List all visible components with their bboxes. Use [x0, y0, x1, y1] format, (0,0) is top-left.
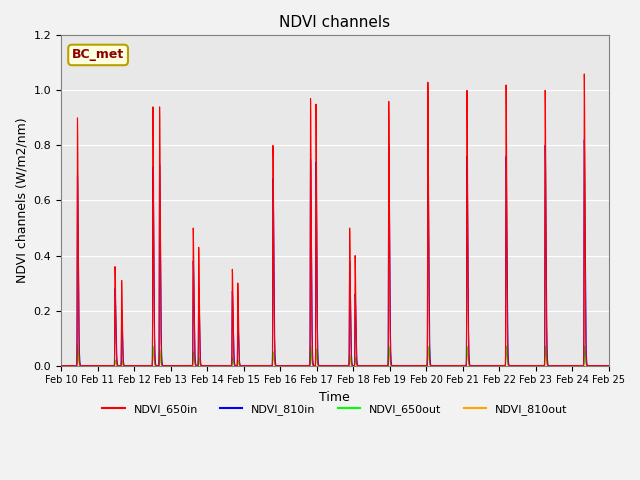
NDVI_650out [194, 363, 202, 369]
NDVI_650in [57, 363, 65, 369]
NDVI_650out [569, 363, 577, 369]
X-axis label: Time: Time [319, 391, 350, 404]
Y-axis label: NDVI channels (W/m2/nm): NDVI channels (W/m2/nm) [15, 118, 28, 283]
NDVI_810out [409, 363, 417, 369]
NDVI_810in [569, 363, 577, 369]
NDVI_810in [408, 363, 416, 369]
Line: NDVI_810in: NDVI_810in [61, 140, 609, 366]
NDVI_810in [580, 137, 588, 143]
Line: NDVI_650in: NDVI_650in [61, 74, 609, 366]
Title: NDVI channels: NDVI channels [279, 15, 390, 30]
NDVI_810out [57, 363, 65, 369]
NDVI_650in [408, 363, 416, 369]
NDVI_810in [605, 363, 612, 369]
NDVI_650out [409, 363, 417, 369]
NDVI_810in [388, 363, 396, 369]
NDVI_650in [449, 363, 457, 369]
NDVI_650out [57, 363, 65, 369]
Text: BC_met: BC_met [72, 48, 124, 61]
NDVI_810out [605, 363, 612, 369]
NDVI_810in [194, 363, 202, 369]
Legend: NDVI_650in, NDVI_810in, NDVI_650out, NDVI_810out: NDVI_650in, NDVI_810in, NDVI_650out, NDV… [98, 400, 572, 420]
NDVI_650out [316, 363, 324, 369]
NDVI_650in [569, 363, 577, 369]
NDVI_810out [194, 363, 202, 369]
NDVI_810out [569, 363, 577, 369]
NDVI_650in [388, 363, 396, 369]
NDVI_650out [388, 363, 396, 369]
Line: NDVI_650out: NDVI_650out [61, 345, 609, 366]
NDVI_650in [194, 363, 202, 369]
NDVI_650in [605, 363, 612, 369]
NDVI_650out [449, 363, 457, 369]
NDVI_810out [449, 363, 457, 369]
NDVI_650in [580, 71, 588, 77]
NDVI_650in [316, 363, 324, 369]
NDVI_810in [449, 363, 457, 369]
NDVI_810out [388, 363, 396, 369]
NDVI_810out [385, 346, 392, 352]
NDVI_810out [316, 363, 324, 369]
Line: NDVI_810out: NDVI_810out [61, 349, 609, 366]
NDVI_650out [605, 363, 612, 369]
NDVI_810in [57, 363, 65, 369]
NDVI_650out [74, 342, 81, 348]
NDVI_810in [316, 363, 324, 369]
